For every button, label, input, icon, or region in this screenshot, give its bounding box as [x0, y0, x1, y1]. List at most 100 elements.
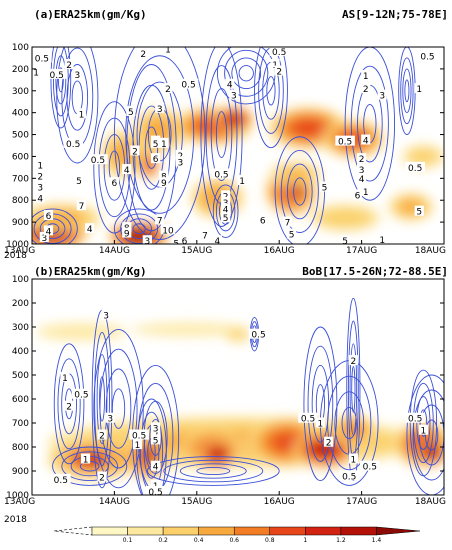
fill-blob	[290, 118, 326, 138]
contour-label: 3	[74, 71, 80, 81]
contour-label-bg	[122, 227, 132, 238]
contour-label-bg	[405, 412, 425, 423]
contour-label: 0.5	[50, 71, 64, 81]
contour-label-bg	[248, 328, 269, 339]
contour-label-bg	[221, 212, 231, 223]
contour-label: 3	[177, 158, 183, 168]
contour-label-bg	[32, 52, 52, 63]
contour-label-bg	[163, 47, 173, 54]
contour-label-bg	[237, 175, 247, 186]
contour-label-bg	[76, 200, 87, 211]
contour-line	[146, 456, 280, 486]
contour-label: 5	[128, 108, 134, 118]
contour-label-bg	[319, 181, 330, 192]
contour-line	[57, 67, 64, 93]
contour-label: 2	[37, 173, 43, 183]
contour-label: 0.5	[420, 52, 434, 62]
contour-label: 5	[173, 239, 179, 249]
contour-line	[238, 65, 254, 82]
contour-label: 3	[231, 92, 237, 102]
fill-blob	[425, 446, 439, 458]
contour-label: 1	[379, 236, 385, 246]
contour-label: 2	[363, 85, 369, 95]
contour-label: 0.5	[251, 331, 265, 341]
contour-label-bg	[225, 78, 235, 89]
contour-label: 0.5	[342, 472, 356, 482]
panel-b-region: BoB[17.5-26N;72-88.5E]	[302, 265, 448, 278]
contour-label: 1	[161, 140, 167, 150]
x-tick-label: 13AUG	[4, 246, 35, 256]
contour-label-bg	[97, 429, 107, 440]
contour-label-bg	[155, 102, 165, 113]
contour-label-bg	[132, 439, 143, 450]
contour-label: 0.5	[408, 164, 422, 174]
contour-label-bg	[377, 234, 387, 244]
contour-label-bg	[418, 424, 428, 435]
contour-label: 5	[76, 177, 82, 187]
colorbar-label: 0.1	[123, 537, 133, 544]
contour-label-bg	[64, 59, 74, 70]
panel-b-title: (b)ERA25km(gm/Kg)	[34, 265, 147, 278]
y-tick-label: 600	[12, 152, 29, 162]
x-tick-label: 18AUG	[415, 497, 446, 507]
contour-label-bg	[159, 177, 169, 188]
contour-label-bg	[122, 164, 132, 175]
contour-label-bg	[282, 216, 293, 227]
contour-label-bg	[258, 214, 268, 225]
contour-label: 0.5	[74, 391, 88, 401]
contour-label-bg	[126, 106, 136, 117]
contour-label-bg	[35, 170, 45, 181]
contour-label-bg	[101, 309, 111, 320]
contour-label-bg	[352, 189, 363, 200]
colorbar-swatch	[305, 526, 342, 536]
contour-label-bg	[200, 229, 210, 240]
contour-label: 5	[223, 214, 229, 224]
contour-label: 1	[135, 441, 141, 451]
contour-label: 2	[140, 50, 146, 60]
contour-label-bg	[151, 428, 161, 439]
contour-label-bg	[151, 460, 161, 471]
contour-line	[32, 208, 78, 244]
contour-line	[99, 376, 105, 422]
contour-label-bg	[360, 460, 380, 471]
contour-label-bg	[221, 190, 231, 201]
y-tick-label: 800	[12, 196, 29, 206]
colorbar-label: 0.2	[158, 537, 168, 544]
contour-label: 5	[289, 231, 295, 241]
contour-line	[132, 223, 146, 235]
contour-line	[105, 368, 132, 449]
x-tick-label: 17AUG	[346, 497, 377, 507]
contour-line	[344, 47, 396, 201]
y-tick-label: 900	[12, 467, 29, 477]
contour-label: 5	[342, 237, 348, 247]
colorbar-swatch	[198, 526, 235, 536]
contour-line	[96, 354, 108, 444]
contour-line	[111, 388, 126, 429]
contour-label: 4	[37, 195, 43, 205]
contour-label-bg	[335, 135, 355, 146]
contour-line	[196, 466, 231, 476]
contour-label-bg	[80, 453, 91, 464]
contour-label: 4	[124, 166, 130, 176]
contour-label-bg	[298, 412, 318, 423]
contour-label-bg	[221, 203, 231, 214]
contour-label-bg	[109, 177, 119, 188]
colorbar-swatch	[127, 526, 164, 536]
contour-line	[266, 76, 276, 106]
contour-label-bg	[63, 137, 83, 148]
contour-line	[351, 366, 356, 413]
contour-label: 0.5	[363, 463, 377, 473]
contour-line	[215, 111, 228, 158]
panel-b: 310.523210.520.51235410.50.50.512210.50.…	[4, 265, 448, 525]
contour-label: 0.5	[35, 54, 49, 64]
contour-label-bg	[270, 59, 280, 70]
contour-line	[52, 446, 128, 486]
contour-label: 1	[239, 177, 245, 187]
fill-blob	[228, 328, 248, 340]
contour-label: 2	[132, 147, 138, 157]
contour-line	[57, 358, 81, 450]
contour-label-bg	[178, 78, 199, 89]
y-tick-label: 200	[12, 299, 29, 309]
contour-label: 0.5	[408, 415, 422, 425]
